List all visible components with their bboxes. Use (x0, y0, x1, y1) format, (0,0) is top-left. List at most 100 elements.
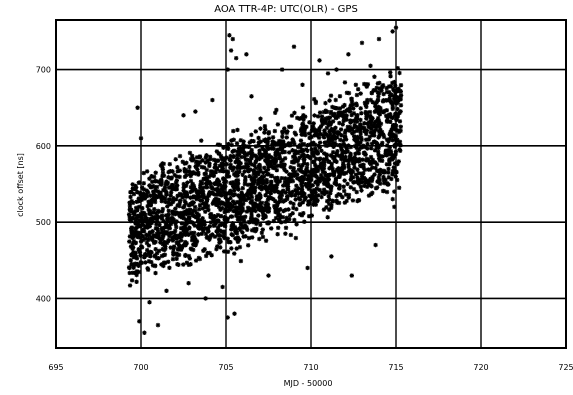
data-point (243, 182, 247, 186)
data-point (282, 168, 286, 172)
data-point (160, 209, 164, 213)
data-point (148, 209, 152, 213)
data-point (257, 165, 261, 169)
data-point (278, 163, 282, 167)
data-point (283, 198, 287, 202)
data-point (266, 273, 270, 277)
data-point (358, 124, 362, 128)
data-point (376, 81, 380, 85)
data-point (196, 232, 200, 236)
data-point (325, 215, 329, 219)
data-point (226, 171, 230, 175)
data-point (206, 158, 210, 162)
data-point (328, 133, 332, 137)
data-point (389, 177, 393, 181)
x-tick-label: 720 (473, 363, 488, 372)
data-point (148, 254, 152, 258)
data-point (375, 185, 379, 189)
chart-title: AOA TTR-4P: UTC(OLR) - GPS (214, 4, 358, 15)
data-point (376, 90, 380, 94)
data-point (225, 145, 229, 149)
data-point (362, 129, 366, 133)
data-point (278, 207, 282, 211)
data-point (195, 167, 199, 171)
data-point (280, 135, 284, 139)
data-point (174, 181, 178, 185)
data-point (283, 190, 287, 194)
data-point (302, 192, 306, 196)
data-point (264, 139, 268, 143)
data-point (179, 193, 183, 197)
data-point (275, 168, 279, 172)
data-point (392, 205, 396, 209)
data-point (376, 94, 380, 98)
data-point (300, 83, 304, 87)
y-tick-label: 700 (36, 66, 51, 75)
data-point (151, 263, 155, 267)
data-point (317, 126, 321, 130)
data-point (345, 91, 349, 95)
data-point (394, 127, 398, 131)
data-point (300, 180, 304, 184)
data-point (128, 234, 132, 238)
data-point (301, 122, 305, 126)
data-point (281, 215, 285, 219)
data-point (153, 253, 157, 257)
data-point (141, 229, 145, 233)
data-point (312, 160, 316, 164)
data-point (234, 56, 238, 60)
data-point (255, 182, 259, 186)
data-point (389, 149, 393, 153)
data-point (155, 185, 159, 189)
data-point (219, 157, 223, 161)
data-point (239, 223, 243, 227)
data-point (327, 177, 331, 181)
data-point (132, 255, 136, 259)
data-point (310, 151, 314, 155)
data-point (220, 285, 224, 289)
data-point (264, 239, 268, 243)
data-point (303, 127, 307, 131)
data-point (245, 163, 249, 167)
data-point (214, 196, 218, 200)
data-point (328, 121, 332, 125)
data-point (165, 217, 169, 221)
data-point (317, 135, 321, 139)
data-point (149, 185, 153, 189)
data-point (376, 179, 380, 183)
data-point (163, 244, 167, 248)
data-point (130, 229, 134, 233)
y-tick-label: 400 (36, 294, 51, 303)
data-point (262, 166, 266, 170)
data-point (175, 252, 179, 256)
data-point (235, 166, 239, 170)
data-point (295, 116, 299, 120)
data-point (327, 173, 331, 177)
data-point (193, 109, 197, 113)
data-point (160, 161, 164, 165)
data-point (240, 230, 244, 234)
data-point (216, 151, 220, 155)
data-point (154, 171, 158, 175)
data-point (224, 180, 228, 184)
data-point (222, 210, 226, 214)
data-point (334, 98, 338, 102)
data-point (167, 197, 171, 201)
data-point (342, 189, 346, 193)
data-point (338, 94, 342, 98)
data-point (222, 236, 226, 240)
data-point (207, 175, 211, 179)
data-point (322, 128, 326, 132)
data-point (343, 80, 347, 84)
data-point (384, 148, 388, 152)
data-point (279, 191, 283, 195)
data-point (385, 108, 389, 112)
data-point (343, 131, 347, 135)
data-point (339, 127, 343, 131)
data-point (247, 220, 251, 224)
data-point (322, 207, 326, 211)
data-point (293, 131, 297, 135)
data-point (343, 109, 347, 113)
data-point (302, 157, 306, 161)
data-point (193, 195, 197, 199)
